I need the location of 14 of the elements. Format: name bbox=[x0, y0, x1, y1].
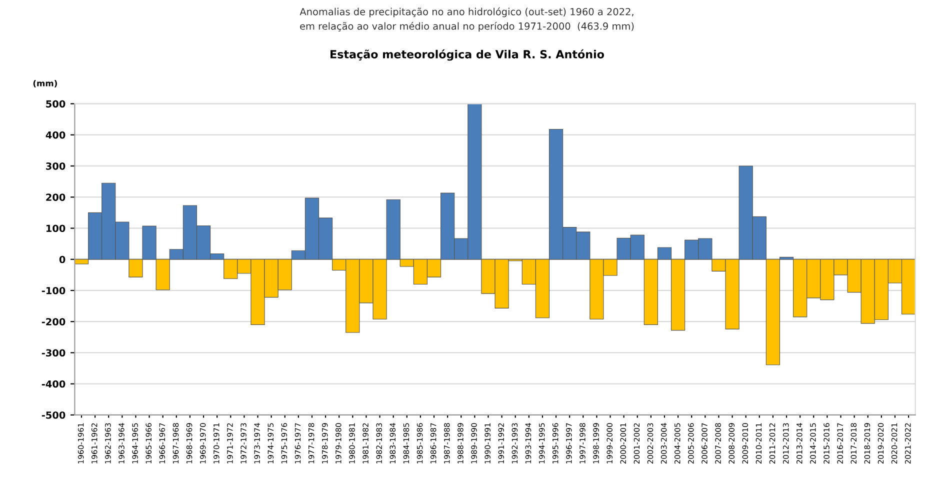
y-axis-title: (mm) bbox=[33, 80, 57, 88]
y-tick-label: 0 bbox=[59, 256, 66, 264]
y-tick-label: -200 bbox=[42, 318, 66, 326]
y-tick-label: 400 bbox=[46, 131, 66, 139]
y-tick-label: -300 bbox=[42, 349, 66, 357]
y-tick-label: -500 bbox=[42, 411, 66, 419]
y-tick-label: 100 bbox=[46, 224, 66, 232]
chart-title: Anomalias de precipitação no ano hidrológico (out-set) 1960 a 2022, em relação ao valor médio anual no período 1971-2000 (463.9 mm) bbox=[300, 7, 634, 32]
y-tick-label: 300 bbox=[46, 162, 66, 170]
y-tick-label: 500 bbox=[46, 100, 66, 108]
y-tick-label: -400 bbox=[42, 380, 66, 388]
y-tick-label: 200 bbox=[46, 194, 66, 201]
y-tick-label: -100 bbox=[42, 286, 66, 294]
chart-subtitle: Estação meteorológica de Vila R. S. António bbox=[330, 49, 604, 61]
